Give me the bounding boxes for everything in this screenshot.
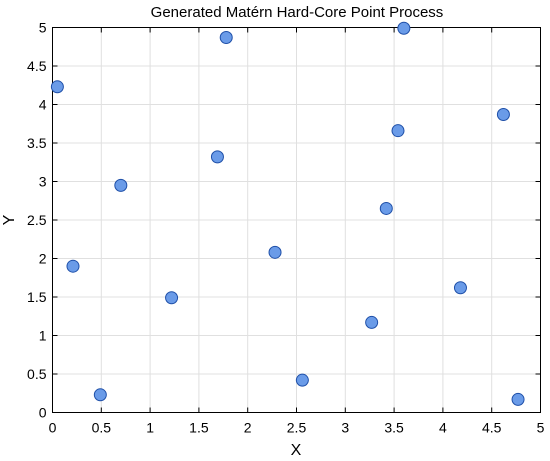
data-point xyxy=(114,178,128,192)
data-point xyxy=(496,108,510,122)
data-point xyxy=(453,281,467,295)
y-tick-label: 3.5 xyxy=(27,135,47,151)
x-tick-label: 3.5 xyxy=(384,420,404,436)
data-points xyxy=(50,21,525,406)
x-tick-label: 5 xyxy=(537,420,545,436)
x-tick-label: 2 xyxy=(244,420,252,436)
y-axis-label: Y xyxy=(1,214,18,225)
data-point xyxy=(165,291,179,305)
data-point xyxy=(268,245,282,259)
x-tick-label: 0.5 xyxy=(92,420,112,436)
y-tick-label: 2.5 xyxy=(27,212,47,228)
y-tick-label: 3 xyxy=(39,174,47,190)
y-tick-label: 1.5 xyxy=(27,289,47,305)
data-point xyxy=(93,388,107,402)
data-point xyxy=(365,315,379,329)
data-point xyxy=(379,201,393,215)
x-tick-label: 1 xyxy=(146,420,154,436)
y-tick-label: 4 xyxy=(39,97,47,113)
x-tick-label: 1.5 xyxy=(189,420,209,436)
y-tick-label: 2 xyxy=(39,251,47,267)
axis-ticks: 0 0.5 1 1.5 2 2.5 3 3.5 4 4.5 5 0 0.5 1 1.5 2 2.5 3 3.5 4 4.… xyxy=(27,20,545,436)
data-point xyxy=(219,31,233,45)
data-point xyxy=(66,259,80,273)
x-tick-label: 0 xyxy=(49,420,57,436)
y-tick-label: 0 xyxy=(39,405,47,421)
x-tick-label: 2.5 xyxy=(287,420,307,436)
data-point xyxy=(50,80,64,94)
x-tick-label: 4 xyxy=(439,420,447,436)
x-tick-label: 4.5 xyxy=(482,420,502,436)
data-point xyxy=(210,150,224,164)
chart-title: Generated Matérn Hard-Core Point Process xyxy=(151,4,444,21)
y-tick-label: 1 xyxy=(39,328,47,344)
y-tick-label: 0.5 xyxy=(27,366,47,382)
data-point xyxy=(295,373,309,387)
x-tick-label: 3 xyxy=(341,420,349,436)
grid xyxy=(52,27,541,413)
y-tick-label: 5 xyxy=(39,20,47,36)
data-point xyxy=(397,21,411,35)
data-point xyxy=(391,124,405,138)
y-tick-label: 4.5 xyxy=(27,58,47,74)
data-point xyxy=(511,392,525,406)
x-axis-label: X xyxy=(291,442,302,459)
